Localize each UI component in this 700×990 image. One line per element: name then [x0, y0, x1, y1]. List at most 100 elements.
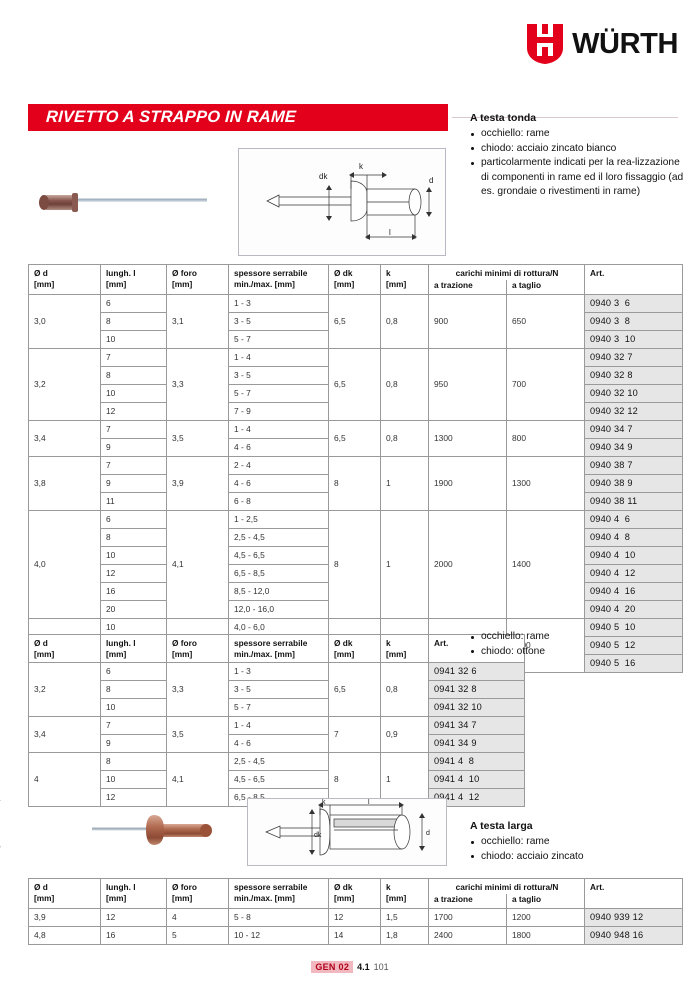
- list-item: particolarmente indicati per la rea-lizz…: [470, 156, 688, 199]
- cell-shear: 1300: [506, 456, 585, 511]
- cell-diameter: 3,2: [28, 662, 101, 717]
- page-title: RIVETTO A STRAPPO IN RAME: [45, 108, 297, 126]
- cell-grip: 5 - 7: [228, 698, 329, 717]
- section-ottone-notes: occhiello: rame chiodo: ottone: [470, 630, 688, 659]
- table-header-subrow: a trazione a taglio: [29, 279, 683, 295]
- table-row: 12 6,5 - 8,5 0940 4 12: [29, 564, 683, 583]
- col-k: k [mm]: [380, 878, 429, 909]
- cell-shear: 1800: [506, 926, 585, 945]
- cell-length: 10: [100, 384, 167, 403]
- table-row: 8 3 - 5 0940 3 8: [29, 312, 683, 331]
- cell-dk: 14: [328, 926, 381, 945]
- cell-length: 8: [100, 680, 167, 699]
- cell-grip: 1 - 4: [228, 348, 329, 367]
- table-header-row: Ø d [mm] lungh. l [mm] Ø foro [mm] spess…: [28, 634, 525, 663]
- cell-article-number: 0940 32 10: [584, 384, 683, 403]
- cell-article-number: 0941 34 7: [428, 716, 525, 735]
- testa-tonda-bullets: occhiello: rame chiodo: acciaio zincato …: [470, 127, 688, 199]
- table-row: 12 7 - 9 0940 32 12: [29, 402, 683, 421]
- table-row: 8 2,5 - 4,5 0940 4 8: [29, 528, 683, 547]
- cell-hole: 3,3: [166, 662, 229, 717]
- cell-article-number: 0940 38 7: [584, 456, 683, 475]
- rivet-wide-dimension-diagram: dk k l d: [265, 799, 430, 856]
- section-testa-larga: A testa larga occhiello: rame chiodo: ac…: [470, 820, 688, 864]
- cell-article-number: 0940 34 9: [584, 438, 683, 457]
- cell-length: 8: [100, 752, 167, 771]
- cell-hole: 4: [166, 908, 229, 927]
- cell-k: 1,8: [380, 926, 429, 945]
- cell-hole: 3,9: [166, 456, 229, 511]
- cell-k: 0,9: [380, 716, 429, 753]
- cell-grip: 2,5 - 4,5: [228, 752, 329, 771]
- cell-dk: 6,5: [328, 294, 381, 349]
- list-item: occhiello: rame: [470, 127, 688, 141]
- table-row: 10 4,5 - 6,5 0941 4 10: [29, 770, 525, 789]
- cell-length: 9: [100, 438, 167, 457]
- cell-hole: 4,1: [166, 752, 229, 807]
- table-row: 3,9 12 4 5 - 8 12 1,5 1700 1200 0940 939 12: [28, 908, 683, 927]
- cell-tensile: 1700: [428, 908, 507, 927]
- table-row: 10 5 - 7 0941 32 10: [29, 698, 525, 717]
- cell-dk: 6,5: [328, 662, 381, 717]
- col-carichi-group: carichi minimi di rottura/N: [428, 264, 585, 280]
- cell-grip: 3 - 5: [228, 312, 329, 331]
- cell-length: 12: [100, 402, 167, 421]
- table-row: 9 4 - 6 0941 34 9: [29, 734, 525, 753]
- table-rivetti-ottone: Ø d [mm] lungh. l [mm] Ø foro [mm] spess…: [28, 634, 525, 807]
- table-header-row: Ø d [mm] lungh. l [mm] Ø foro [mm] spess…: [28, 878, 683, 909]
- cell-article-number: 0940 4 8: [584, 528, 683, 547]
- table-row: 3,2 7 3,3 1 - 4 6,5 0,8 950 700 0940 32 7: [28, 348, 683, 421]
- cell-dk: 7: [328, 716, 381, 753]
- cell-article-number: 0941 4 12: [428, 788, 525, 807]
- page-title-bar: RIVETTO A STRAPPO IN RAME: [28, 104, 448, 131]
- col-d: Ø d [mm]: [28, 634, 101, 663]
- cell-k: 0,8: [380, 348, 429, 421]
- label-dk: dk: [314, 832, 322, 839]
- cell-grip: 2,5 - 4,5: [228, 528, 329, 547]
- cell-grip: 4 - 6: [228, 734, 329, 753]
- cell-shear: 650: [506, 294, 585, 349]
- col-foro: Ø foro [mm]: [166, 634, 229, 663]
- copyright-notice: 032400 by Würth Italia Srl/Riproduzione …: [0, 737, 2, 870]
- cell-k: 1: [380, 456, 429, 511]
- cell-grip: 1 - 2,5: [228, 510, 329, 529]
- cell-length: 20: [100, 600, 167, 619]
- cell-grip: 1 - 4: [228, 420, 329, 439]
- cell-diameter: 3,4: [28, 420, 101, 457]
- list-item: chiodo: ottone: [470, 645, 688, 659]
- cell-article-number: 0941 4 8: [428, 752, 525, 771]
- cell-tensile: 900: [428, 294, 507, 349]
- col-spessore: spessore serrabile min./max. [mm]: [228, 264, 329, 295]
- table-row: 3,0 6 3,1 1 - 3 6,5 0,8 900 650 0940 3 6: [28, 294, 683, 349]
- cell-article-number: 0940 38 9: [584, 474, 683, 493]
- cell-grip: 5 - 7: [228, 330, 329, 349]
- cell-article-number: 0941 32 10: [428, 698, 525, 717]
- cell-hole: 3,1: [166, 294, 229, 349]
- cell-grip: 4 - 6: [228, 474, 329, 493]
- footer-section: 4.1: [357, 962, 370, 972]
- col-k: k [mm]: [380, 634, 429, 663]
- cell-length: 7: [100, 420, 167, 439]
- col-k: k [mm]: [380, 264, 429, 295]
- col-spessore: spessore serrabile min./max. [mm]: [228, 878, 329, 909]
- cell-hole: 3,5: [166, 420, 229, 457]
- table-row: 8 3 - 5 0941 32 8: [29, 680, 525, 699]
- cell-dk: 6,5: [328, 420, 381, 457]
- cell-length: 10: [100, 330, 167, 349]
- label-k: k: [322, 799, 326, 806]
- list-item: occhiello: rame: [470, 835, 688, 849]
- cell-article-number: 0940 939 12: [584, 908, 683, 927]
- cell-diameter: 3,9: [28, 908, 101, 927]
- table-row: 4,8 16 5 10 - 12 14 1,8 2400 1800 0940 948 16: [28, 926, 683, 945]
- cell-k: 0,8: [380, 662, 429, 717]
- col-dk: Ø dk [mm]: [328, 878, 381, 909]
- cell-grip: 4,5 - 6,5: [228, 770, 329, 789]
- cell-tensile: 2000: [428, 510, 507, 619]
- col-d: Ø d [mm]: [28, 264, 101, 295]
- col-trazione: a trazione: [428, 279, 507, 295]
- ottone-bullets: occhiello: rame chiodo: ottone: [470, 630, 688, 659]
- cell-length: 9: [100, 734, 167, 753]
- col-carichi-group: carichi minimi di rottura/N: [428, 878, 585, 894]
- table-row: 3,4 7 3,5 1 - 4 7 0,9 0941 34 7: [28, 716, 525, 753]
- cell-article-number: 0941 4 10: [428, 770, 525, 789]
